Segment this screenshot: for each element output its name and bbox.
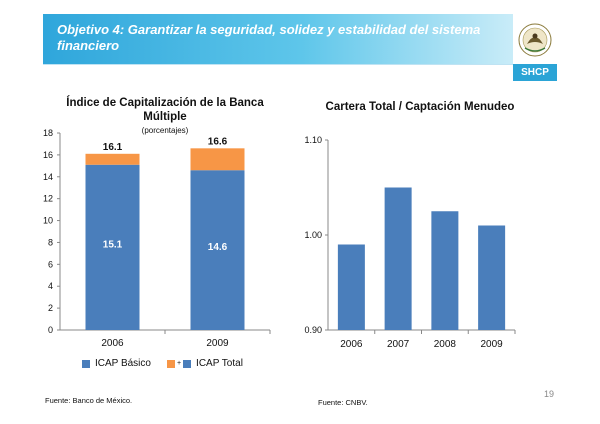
y-tick-label: 8 (48, 237, 53, 247)
right-chart-title: Cartera Total / Captación Menudeo (325, 101, 515, 113)
y-tick-label: 4 (48, 281, 53, 291)
y-tick-label: 14 (43, 172, 53, 182)
page-title: Objetivo 4: Garantizar la seguridad, sol… (57, 22, 481, 53)
data-label-total: 16.6 (208, 136, 228, 147)
legend-basic-label: ICAP Básico (95, 358, 151, 369)
legend-basic-swatch (82, 359, 90, 368)
y-tick-label: 0 (48, 325, 53, 335)
data-label-basico: 14.6 (208, 242, 228, 253)
legend-total-label: ICAP Total (196, 358, 243, 369)
right-chart: 0.90 1.00 1.10 2006 2007 2008 2009 (304, 135, 516, 350)
bar-cartera-captacion (431, 211, 459, 330)
logo (513, 14, 557, 64)
legend-total-swatch-orange (166, 359, 175, 368)
x-tick-label: 2006 (340, 339, 363, 350)
bar-icap-total (190, 148, 245, 171)
bar-cartera-captacion (384, 187, 412, 330)
right-source: Fuente: CNBV. (318, 398, 368, 407)
bar-icap-total (85, 153, 140, 165)
y-tick-label: 12 (43, 194, 53, 204)
bar-icap-basico (85, 164, 140, 330)
x-tick-label: 2007 (387, 339, 410, 350)
mexico-coat-of-arms-icon (518, 23, 552, 57)
y-tick-label: 6 (48, 259, 53, 269)
legend-plus: + (176, 360, 182, 367)
left-chart-legend: ICAP Básico + ICAP Total (82, 358, 243, 369)
x-tick-label: 2009 (206, 338, 229, 349)
left-chart-title: Índice de Capitalización de la Banca Múl… (66, 97, 264, 123)
left-source: Fuente: Banco de México. (45, 396, 133, 405)
y-tick-label: 18 (43, 128, 53, 138)
x-tick-label: 2009 (481, 339, 504, 350)
y-tick-label: 16 (43, 150, 53, 160)
header-banner: Objetivo 4: Garantizar la seguridad, sol… (43, 14, 513, 65)
y-tick-label: 1.10 (304, 135, 322, 145)
bar-cartera-captacion (478, 225, 506, 330)
left-chart-subtitle: (porcentajes) (141, 126, 189, 135)
page-number: 19 (544, 389, 555, 399)
y-tick-label: 0.90 (304, 325, 322, 335)
shcp-label: SHCP (513, 64, 557, 81)
data-label-basico: 15.1 (103, 239, 123, 250)
y-tick-label: 2 (48, 303, 53, 313)
y-tick-label: 1.00 (304, 230, 322, 240)
left-chart: 0 2 4 6 8 10 12 14 16 18 15.1 16.1 2006 14.6 16.6 2009 (43, 128, 271, 349)
y-tick-label: 10 (43, 216, 53, 226)
bar-cartera-captacion (337, 244, 365, 330)
legend-total-swatch-blue (183, 359, 192, 368)
data-label-total: 16.1 (103, 142, 123, 153)
x-tick-label: 2006 (101, 338, 124, 349)
bar-icap-basico (190, 170, 245, 330)
x-tick-label: 2008 (434, 339, 457, 350)
